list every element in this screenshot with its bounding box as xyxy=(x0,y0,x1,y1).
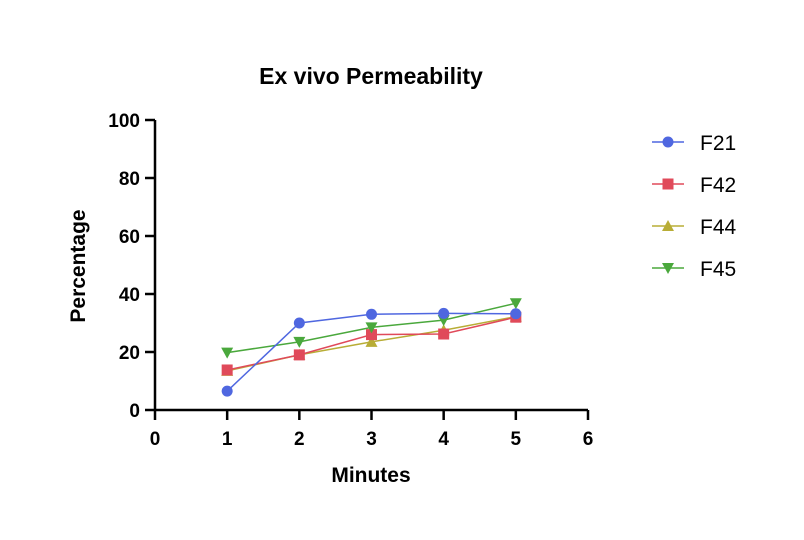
data-point xyxy=(365,335,378,347)
y-tick-label: 100 xyxy=(108,111,140,132)
legend-label: F42 xyxy=(700,174,736,197)
legend-marker xyxy=(662,136,674,148)
y-tick-label: 0 xyxy=(129,401,140,422)
series-f45 xyxy=(221,298,522,359)
y-tick-label: 80 xyxy=(119,169,140,190)
x-tick-label: 4 xyxy=(438,429,449,450)
x-tick-label: 1 xyxy=(222,429,233,450)
legend-marker xyxy=(662,220,674,231)
legend-marker xyxy=(662,263,674,274)
data-point xyxy=(293,336,306,348)
data-point xyxy=(221,385,233,397)
legend-label: F21 xyxy=(700,132,736,155)
y-ticks: 0 20 40 60 80 100 xyxy=(108,111,155,422)
axes xyxy=(153,120,588,412)
legend-item-f21: F21 xyxy=(652,132,736,155)
x-tick-label: 0 xyxy=(150,429,161,450)
legend: F21 F42 F44 F45 xyxy=(652,132,737,281)
y-axis-label: Percentage xyxy=(67,209,90,322)
data-point xyxy=(438,328,450,340)
data-point xyxy=(366,308,377,320)
data-point xyxy=(293,349,305,361)
data-point xyxy=(509,298,522,310)
chart-title: Ex vivo Permeability xyxy=(259,63,483,89)
series-layer xyxy=(221,298,522,397)
data-point xyxy=(366,329,377,341)
data-point xyxy=(221,347,234,359)
data-point xyxy=(438,307,450,319)
x-tick-label: 2 xyxy=(294,429,305,450)
data-point xyxy=(365,322,378,334)
x-tick-label: 3 xyxy=(366,429,377,450)
x-ticks: 0 1 2 3 4 5 6 xyxy=(150,410,594,450)
data-point xyxy=(293,317,305,329)
legend-item-f42: F42 xyxy=(652,174,736,197)
data-point xyxy=(221,364,233,376)
legend-label: F44 xyxy=(700,216,737,239)
legend-item-f44: F44 xyxy=(652,216,737,239)
series-f44 xyxy=(221,310,522,376)
y-tick-label: 60 xyxy=(119,227,140,248)
x-tick-label: 5 xyxy=(511,429,522,450)
legend-item-f45: F45 xyxy=(652,258,736,281)
y-tick-label: 40 xyxy=(119,285,140,306)
data-point xyxy=(510,308,522,320)
y-tick-label: 20 xyxy=(119,343,140,364)
legend-marker xyxy=(662,178,674,190)
legend-label: F45 xyxy=(700,258,736,281)
x-tick-label: 6 xyxy=(583,429,594,450)
series-f21 xyxy=(221,307,522,397)
x-axis-label: Minutes xyxy=(331,464,410,487)
